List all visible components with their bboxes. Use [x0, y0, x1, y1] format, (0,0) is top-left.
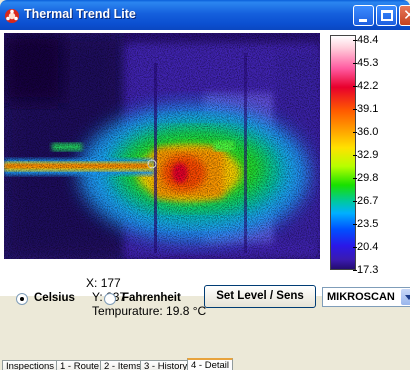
scale-tick: 39.1: [352, 103, 379, 115]
scale-tick: 45.3: [352, 57, 379, 69]
fahrenheit-radio[interactable]: [104, 293, 116, 305]
title-bar[interactable]: Thermal Trend Lite ✕: [0, 0, 410, 30]
temperature-value: Tempurature: 19.8 °C: [92, 304, 207, 318]
thermal-image[interactable]: [4, 33, 320, 259]
scale-tick: 23.5: [352, 218, 379, 230]
set-level-sens-button[interactable]: Set Level / Sens: [204, 285, 316, 308]
maximize-button[interactable]: [376, 5, 397, 26]
celsius-radio[interactable]: [16, 293, 28, 305]
scale-tick: 26.7: [352, 195, 379, 207]
scale-tick: 20.4: [352, 241, 379, 253]
tab-strip: Inspections 1 - Route 2 - Items 3 - Hist…: [0, 358, 410, 370]
camera-select[interactable]: MIKROSCAN: [322, 287, 410, 307]
scale-tick: 17.3: [352, 264, 379, 276]
scale-tick: 29.8: [352, 172, 379, 184]
tab-history[interactable]: 3 - History: [140, 360, 192, 370]
minimize-icon: [359, 19, 367, 22]
x-coordinate: X: 177: [86, 276, 121, 290]
tab-route[interactable]: 1 - Route: [56, 360, 104, 370]
fahrenheit-label[interactable]: Fahrenheit: [122, 292, 181, 304]
window-title: Thermal Trend Lite: [24, 7, 136, 21]
close-button[interactable]: ✕: [399, 5, 410, 26]
client-area: X: 177 Y: 237 Tempurature: 19.8 °C 48.4 …: [0, 30, 410, 370]
scale-tick: 32.9: [352, 149, 379, 161]
minimize-button[interactable]: [353, 5, 374, 26]
scale-tick: 42.2: [352, 80, 379, 92]
maximize-icon: [381, 10, 393, 21]
cursor-readout: X: 177 Y: 237 Tempurature: 19.8 °C: [66, 262, 206, 332]
temperature-color-scale: [330, 35, 356, 270]
tab-detail[interactable]: 4 - Detail: [187, 358, 234, 370]
tab-items[interactable]: 2 - Items: [100, 360, 145, 370]
camera-select-value: MIKROSCAN: [327, 291, 395, 303]
scale-tick: 48.4: [352, 34, 379, 46]
thermal-trend-app-icon: [5, 9, 19, 23]
close-icon: ✕: [403, 6, 410, 24]
celsius-label[interactable]: Celsius: [34, 292, 75, 304]
scale-tick: 36.0: [352, 126, 379, 138]
chevron-down-icon[interactable]: [401, 289, 410, 305]
tab-inspections[interactable]: Inspections: [2, 360, 59, 370]
